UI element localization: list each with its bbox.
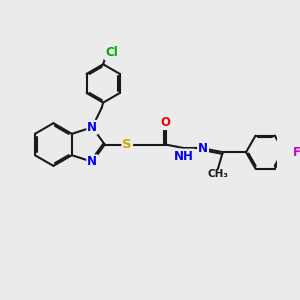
Text: N: N (198, 142, 208, 155)
Text: CH₃: CH₃ (207, 169, 228, 179)
Text: N: N (87, 155, 97, 168)
Text: N: N (87, 121, 97, 134)
Text: F: F (293, 146, 300, 159)
Text: S: S (122, 138, 132, 151)
Text: Cl: Cl (105, 46, 118, 59)
Text: O: O (160, 116, 170, 129)
Text: NH: NH (174, 149, 194, 163)
